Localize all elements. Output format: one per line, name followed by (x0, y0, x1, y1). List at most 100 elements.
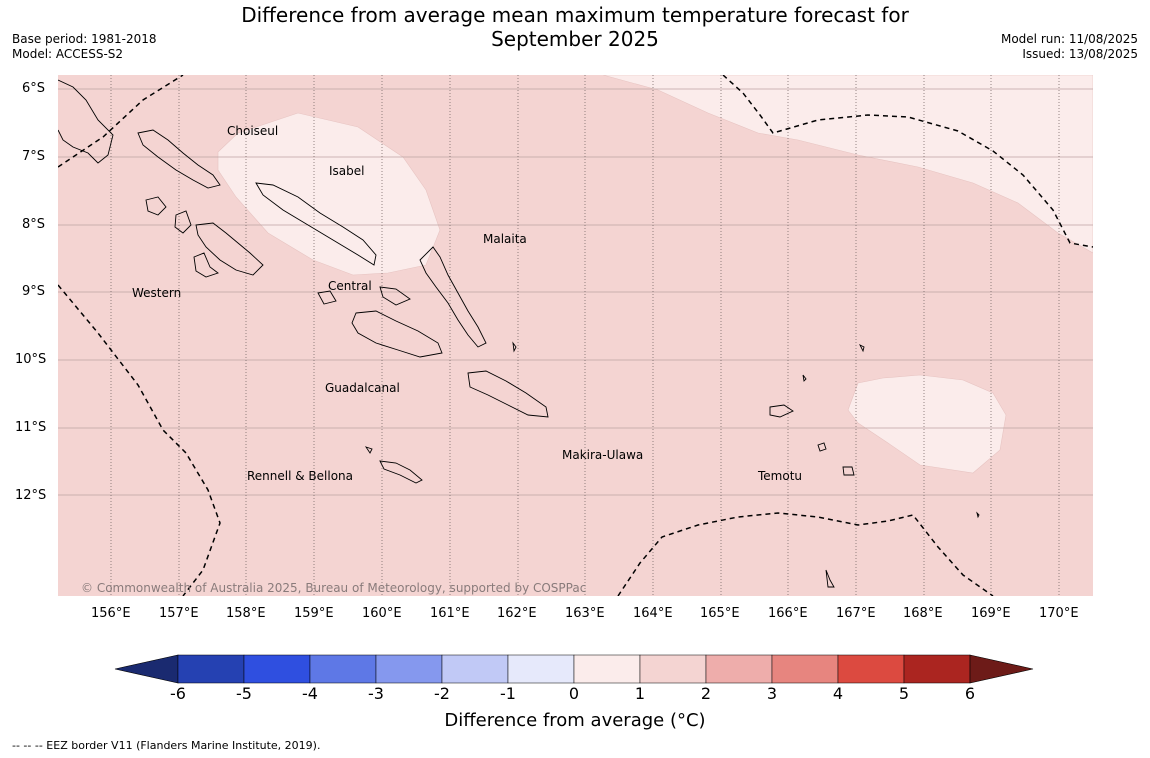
colorbar-swatch (507, 654, 575, 684)
lat-label-9s: 9°S (22, 284, 46, 299)
island-bougainville (58, 79, 114, 164)
label-temotu: Temotu (757, 469, 802, 483)
gridlines (58, 88, 1093, 496)
island-western-group (195, 222, 264, 276)
label-isabel: Isabel (329, 164, 364, 178)
anomaly-region-northeast (602, 75, 1093, 254)
copyright-notice: © Commonwealth of Australia 2025, Bureau… (81, 581, 586, 595)
island-ranongga (193, 252, 219, 278)
island-santa-cruz (769, 404, 794, 418)
colorbar-swatch (177, 654, 245, 684)
label-malaita: Malaita (483, 232, 527, 246)
colorbar-tick-label: 3 (767, 684, 777, 703)
base-period: Base period: 1981-2018 (12, 32, 157, 46)
anomaly-region-isabel (217, 112, 441, 276)
island-ulawa (512, 341, 517, 353)
island-savo (317, 290, 337, 305)
eez-border-northeast (722, 75, 1093, 248)
colorbar-tick-label: -5 (236, 684, 252, 703)
lat-label-8s: 8°S (22, 217, 46, 232)
issued-date: Issued: 13/08/2025 (1022, 47, 1138, 61)
island-tikopia (976, 511, 980, 519)
lon-label-159e: 159°E (294, 606, 334, 621)
meta-left: Base period: 1981-2018 Model: ACCESS-S2 (12, 32, 157, 62)
label-choiseul: Choiseul (227, 124, 278, 138)
islands (58, 79, 980, 588)
colorbar-label: Difference from average (°C) (444, 710, 706, 731)
colorbar-swatch (441, 654, 509, 684)
label-guadalcanal: Guadalcanal (325, 381, 400, 395)
colorbar-swatch (309, 654, 377, 684)
colorbar-tick-label: -1 (500, 684, 516, 703)
island-anuta (825, 569, 835, 588)
colorbar-swatch (639, 654, 707, 684)
lon-label-165e: 165°E (700, 606, 740, 621)
colorbar-tick-label: 4 (833, 684, 843, 703)
island-choiseul (137, 129, 221, 189)
colorbar-tick-label: 5 (899, 684, 909, 703)
colorbar-tick-label: 2 (701, 684, 711, 703)
colorbar-tick-label: 1 (635, 684, 645, 703)
colorbar-arrow-high (969, 654, 1034, 684)
island-guadalcanal (351, 310, 443, 358)
label-central: Central (328, 279, 372, 293)
lon-label-166e: 166°E (768, 606, 808, 621)
lon-label-160e: 160°E (362, 606, 402, 621)
lon-label-170e: 170°E (1039, 606, 1079, 621)
model-name: Model: ACCESS-S2 (12, 47, 124, 61)
island-duff (858, 343, 865, 353)
lon-label-169e: 169°E (971, 606, 1011, 621)
label-rennell-bellona: Rennell & Bellona (247, 469, 353, 483)
lat-label-7s: 7°S (22, 149, 46, 164)
colorbar-ticks: -6 -5 -4 -3 -2 -1 0 1 2 3 4 5 6 (170, 684, 975, 703)
island-new-georgia (174, 210, 192, 234)
lon-label-162e: 162°E (497, 606, 537, 621)
label-western: Western (132, 286, 181, 300)
lon-label-163e: 163°E (565, 606, 605, 621)
title-line-1: Difference from average mean maximum tem… (241, 3, 909, 27)
lon-label-167e: 167°E (836, 606, 876, 621)
colorbar-tick-label: -4 (302, 684, 318, 703)
island-makira (467, 370, 549, 418)
colorbar-tick-label: -3 (368, 684, 384, 703)
eez-border-west (58, 284, 221, 596)
lon-label-156e: 156°E (91, 606, 131, 621)
island-rennell (379, 460, 423, 484)
island-reef (802, 374, 807, 382)
island-nggela (379, 286, 411, 306)
anomaly-region-temotu (847, 374, 1007, 474)
lat-label-12s: 12°S (15, 488, 47, 503)
colorbar-swatch (573, 654, 641, 684)
colorbar-swatch (705, 654, 773, 684)
colorbar-swatch (903, 654, 971, 684)
colorbar-swatch (837, 654, 905, 684)
lon-label-158e: 158°E (226, 606, 266, 621)
meta-right: Model run: 11/08/2025 Issued: 13/08/2025 (1001, 32, 1138, 62)
lon-label-164e: 164°E (633, 606, 673, 621)
island-vella (145, 196, 167, 216)
colorbar: -6 -5 -4 -3 -2 -1 0 1 2 3 4 5 6 (114, 654, 1034, 703)
colorbar-tick-label: -2 (434, 684, 450, 703)
province-labels: Choiseul Isabel Malaita Western Central … (132, 124, 802, 483)
lon-label-157e: 157°E (159, 606, 199, 621)
map-panel[interactable]: © Commonwealth of Australia 2025, Bureau… (58, 75, 1150, 635)
lat-label-11s: 11°S (15, 420, 47, 435)
title-line-2: September 2025 (491, 27, 659, 51)
colorbar-segments (114, 654, 1034, 684)
lat-label-6s: 6°S (22, 81, 46, 96)
island-vanikoro (842, 466, 855, 476)
eez-border-north (58, 75, 184, 168)
colorbar-arrow-low (114, 654, 179, 684)
island-isabel (255, 182, 377, 266)
colorbar-swatch (771, 654, 839, 684)
colorbar-tick-label: 0 (569, 684, 579, 703)
lon-label-161e: 161°E (430, 606, 470, 621)
colorbar-swatch (375, 654, 443, 684)
island-bellona (364, 446, 373, 454)
lat-label-10s: 10°S (15, 352, 47, 367)
eez-borders (58, 75, 1093, 596)
map-title: Difference from average mean maximum tem… (0, 3, 1150, 51)
colorbar-tick-label: 6 (965, 684, 975, 703)
colorbar-swatch (243, 654, 311, 684)
island-malaita (419, 246, 487, 348)
